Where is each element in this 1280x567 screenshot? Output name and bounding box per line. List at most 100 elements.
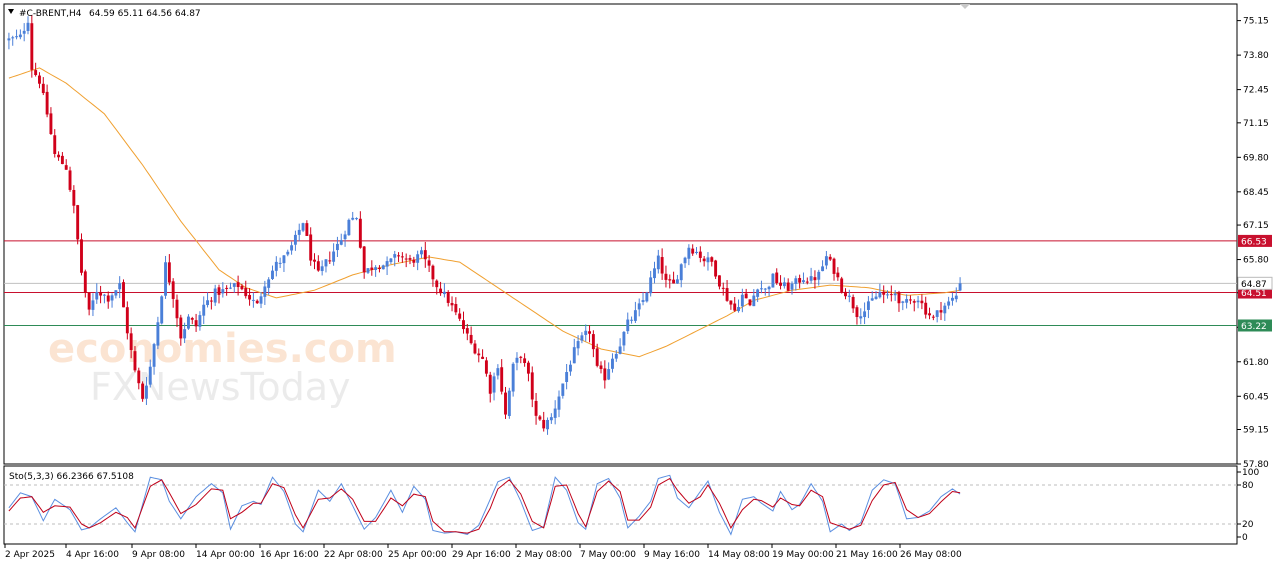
candle-bull <box>695 251 698 254</box>
candle-bear <box>698 251 702 258</box>
candle-bull <box>186 316 190 329</box>
candle-bear <box>920 300 924 304</box>
candle-bull <box>297 229 301 235</box>
chart-shift-marker[interactable] <box>960 4 970 9</box>
candle-bull <box>886 294 889 296</box>
candle-bull <box>817 271 821 280</box>
candle-bull <box>206 300 210 306</box>
candle-bull <box>767 286 771 290</box>
candle-bear <box>465 328 469 334</box>
dropdown-triangle-icon[interactable] <box>8 9 14 14</box>
candle-bull <box>420 250 423 255</box>
stochastic-main-line <box>8 474 961 536</box>
candle-bull <box>679 264 683 281</box>
candle-bear <box>370 267 374 270</box>
candle-bear <box>542 419 546 429</box>
candle-bear <box>488 374 492 394</box>
time-tick-label: 25 Apr 00:00 <box>388 550 447 560</box>
price-tick-label: 61.80 <box>1243 358 1269 368</box>
candle-bull <box>656 255 660 270</box>
candle-bear <box>469 334 473 344</box>
candle-bull <box>737 307 740 312</box>
candle-bear <box>53 135 57 154</box>
candle-bear <box>721 287 725 289</box>
candle-bull <box>332 251 336 262</box>
candle-bull <box>160 296 164 324</box>
price-tick-label: 73.80 <box>1243 51 1269 61</box>
candle-bull <box>824 256 828 266</box>
candle-bull <box>568 364 572 372</box>
candle-bull <box>905 299 909 303</box>
candle-bear <box>912 301 916 303</box>
candle-bear <box>714 260 718 277</box>
candle-bull <box>759 288 763 290</box>
watermark-line2: FXNewsToday <box>90 365 350 409</box>
stochastic-lines <box>4 474 1237 536</box>
candle-bull <box>576 341 580 349</box>
candle-bear <box>591 334 595 350</box>
candle-bear <box>530 372 534 400</box>
candle-bull <box>301 223 305 231</box>
candle-bull <box>637 303 641 310</box>
candle-bear <box>431 265 435 280</box>
candle-bull <box>641 300 645 302</box>
candle-bear <box>435 280 439 288</box>
candle-bull <box>675 279 679 284</box>
candle-bull <box>164 262 167 296</box>
price-tick-label: 72.45 <box>1243 86 1269 96</box>
candle-bull <box>351 217 355 220</box>
candle-bear <box>34 70 38 75</box>
candle-bear <box>660 257 664 274</box>
candle-bear <box>454 303 458 313</box>
candle-bull <box>653 268 656 279</box>
level-tag <box>1238 319 1272 332</box>
candle-bull <box>809 276 813 281</box>
candle-bull <box>740 294 744 307</box>
candle-bull <box>366 268 370 273</box>
candle-bear <box>60 155 64 165</box>
candle-bear <box>248 294 252 300</box>
candle-bear <box>928 313 931 316</box>
candle-bull <box>802 280 805 283</box>
candle-bear <box>691 248 695 254</box>
candle-bull <box>393 254 397 258</box>
candle-bear <box>225 287 229 289</box>
candle-bull <box>584 330 588 335</box>
candle-bear <box>408 258 412 260</box>
candle-bear <box>931 316 935 318</box>
price-tick-label: 69.80 <box>1243 153 1269 163</box>
candle-bear <box>786 282 790 291</box>
candle-bull <box>381 265 385 270</box>
candle-bull <box>847 295 851 297</box>
candle-bear <box>45 91 49 115</box>
stochastic-tick-label: 0 <box>1242 533 1248 543</box>
candle-bear <box>41 83 45 94</box>
candle-bear <box>500 367 504 392</box>
candle-bull <box>618 346 622 354</box>
candle-bull <box>416 254 420 263</box>
candle-bull <box>251 299 255 301</box>
time-tick-label: 9 Apr 08:00 <box>132 550 185 560</box>
stochastic-tick-label: 80 <box>1242 481 1254 491</box>
candle-bull <box>335 243 339 251</box>
candle-bull <box>26 22 30 31</box>
candle-bear <box>194 320 198 327</box>
stochastic-tick-label: 100 <box>1242 468 1259 478</box>
candle-bear <box>836 272 840 278</box>
candle-bear <box>851 296 855 309</box>
candle-bull <box>863 311 867 318</box>
level-tag-label: 64.51 <box>1241 289 1267 299</box>
candle-bull <box>202 304 206 316</box>
candle-bull <box>110 295 114 301</box>
candle-bull <box>947 301 951 306</box>
candle-bull <box>954 295 958 300</box>
candle-bear <box>99 291 103 296</box>
time-tick-label: 2 Apr 2025 <box>5 550 55 560</box>
time-tick-label: 2 May 08:00 <box>516 550 572 560</box>
candle-bear <box>397 255 401 257</box>
candle-bull <box>343 234 347 240</box>
candle-bear <box>309 234 313 261</box>
candle-bull <box>706 257 710 263</box>
candle-bull <box>515 357 519 363</box>
